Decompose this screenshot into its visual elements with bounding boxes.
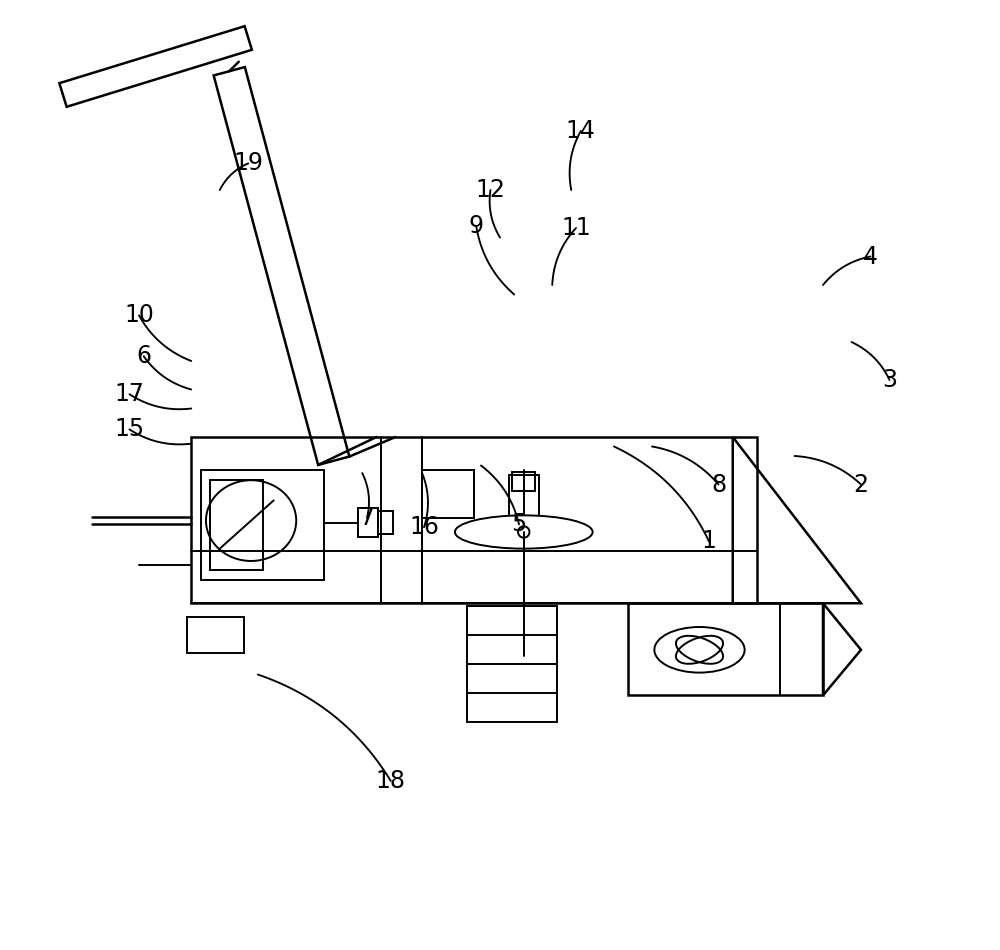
Bar bbox=[201, 470, 324, 580]
Bar bbox=[628, 603, 823, 695]
Bar bbox=[512, 472, 535, 491]
Text: 11: 11 bbox=[561, 216, 591, 240]
Text: 12: 12 bbox=[476, 178, 505, 202]
Bar bbox=[210, 480, 262, 570]
Bar bbox=[191, 437, 757, 603]
Text: 1: 1 bbox=[702, 529, 716, 554]
Text: 8: 8 bbox=[711, 472, 726, 497]
Bar bbox=[187, 617, 244, 653]
Text: 2: 2 bbox=[854, 472, 868, 497]
Bar bbox=[378, 511, 393, 534]
Text: 17: 17 bbox=[115, 382, 144, 407]
Bar bbox=[422, 470, 474, 518]
Text: 3: 3 bbox=[882, 368, 897, 392]
Text: 6: 6 bbox=[136, 344, 151, 369]
Text: 7: 7 bbox=[360, 505, 374, 530]
Text: 5: 5 bbox=[511, 512, 527, 537]
Text: 10: 10 bbox=[124, 303, 154, 328]
Text: 15: 15 bbox=[114, 417, 145, 442]
Text: 9: 9 bbox=[469, 214, 484, 238]
Text: 4: 4 bbox=[863, 244, 878, 269]
Text: 19: 19 bbox=[233, 151, 263, 176]
Text: 18: 18 bbox=[376, 769, 406, 793]
Bar bbox=[467, 606, 557, 722]
Text: 16: 16 bbox=[409, 515, 439, 540]
Text: 14: 14 bbox=[566, 119, 596, 143]
Bar bbox=[358, 508, 378, 537]
